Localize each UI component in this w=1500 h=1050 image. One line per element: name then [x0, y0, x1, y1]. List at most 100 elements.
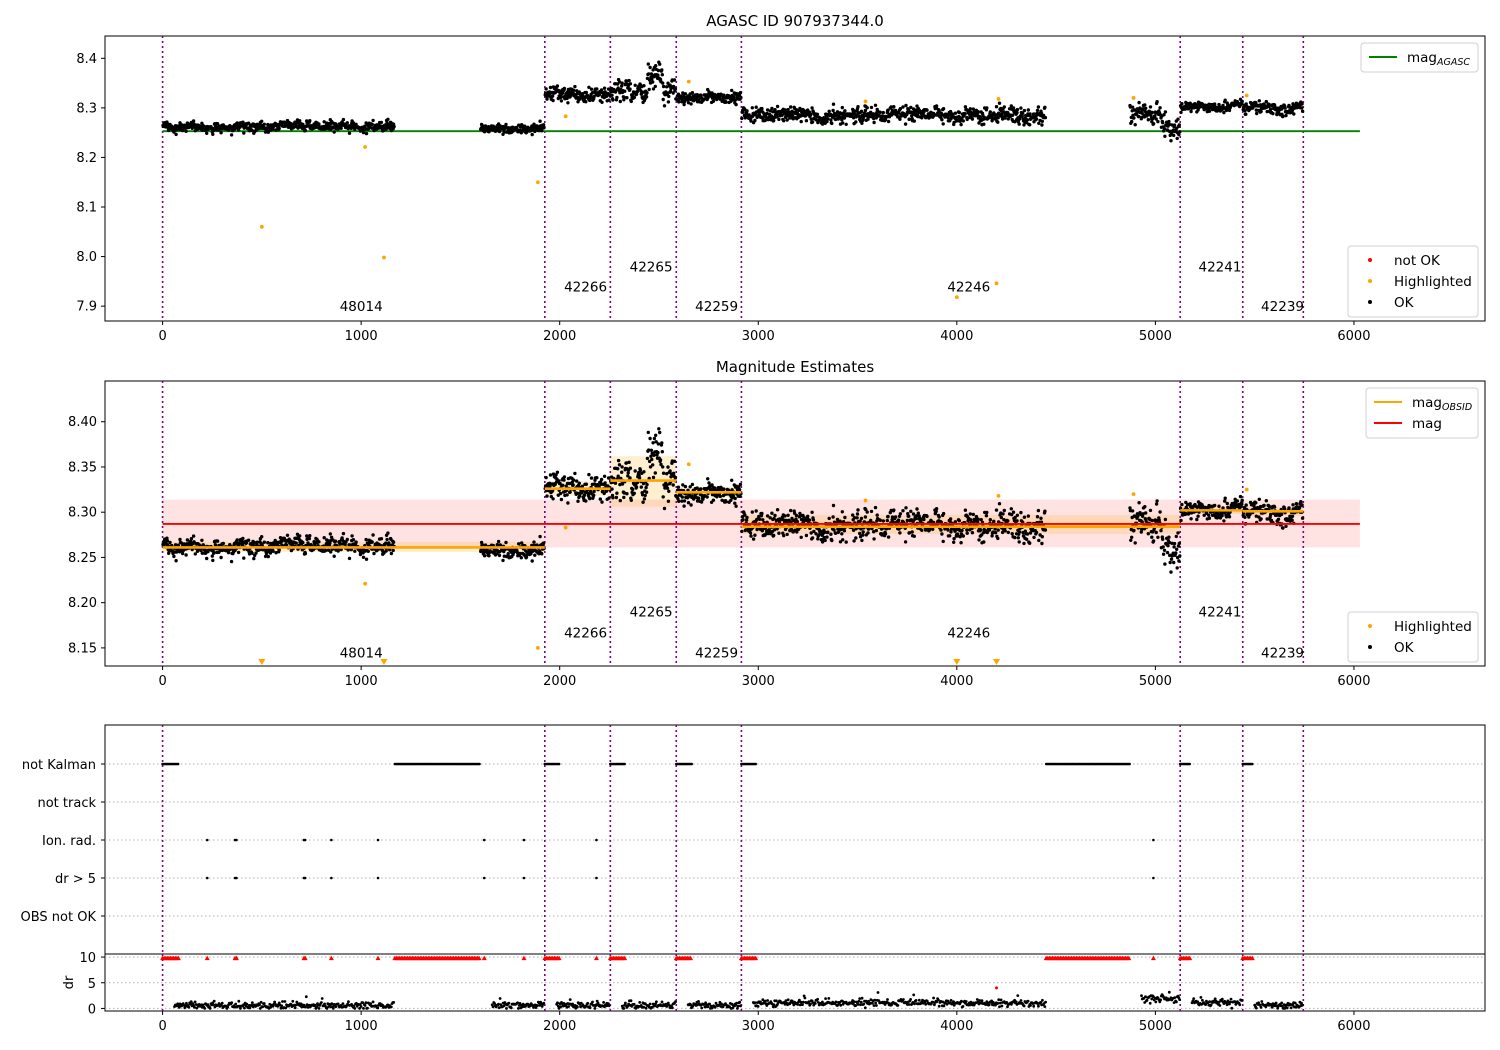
- ok-point: [173, 543, 178, 547]
- ok-point: [799, 535, 803, 539]
- ok-point: [1227, 515, 1232, 519]
- mid-ytick-label: 8.25: [68, 551, 97, 566]
- mid-legend-label: mag: [1412, 416, 1442, 432]
- ok-point: [934, 507, 939, 511]
- highlighted-point: [1131, 96, 1136, 100]
- ok-point: [580, 484, 584, 488]
- ok-point: [1022, 123, 1026, 127]
- ok-point: [940, 118, 944, 122]
- ok-point: [620, 84, 624, 88]
- ok-point: [545, 494, 549, 498]
- ok-point: [916, 511, 920, 515]
- ok-point: [517, 542, 521, 546]
- ok-point: [831, 108, 835, 113]
- top-xtick-label: 0: [158, 329, 166, 344]
- ok-point: [827, 516, 831, 521]
- dr-gt5-point: [522, 876, 526, 880]
- ok-point: [524, 555, 529, 559]
- ok-point: [994, 105, 999, 109]
- ok-point: [551, 98, 555, 103]
- ok-point: [1037, 121, 1041, 126]
- ok-point: [328, 532, 332, 536]
- ok-point: [308, 119, 312, 123]
- mid-obsid-label: 42246: [947, 626, 990, 642]
- ok-point: [1195, 517, 1199, 522]
- dr-point: [187, 1005, 191, 1009]
- dr-point: [258, 1007, 262, 1010]
- dr-xtick-label: 3000: [742, 1019, 775, 1034]
- ok-point: [1020, 114, 1024, 118]
- ok-point: [648, 436, 652, 441]
- ok-point: [1189, 517, 1193, 521]
- ok-point: [863, 515, 868, 519]
- ok-point: [741, 110, 745, 114]
- ok-point: [682, 504, 686, 508]
- ok-point: [996, 536, 1000, 541]
- ok-point: [372, 128, 376, 133]
- ok-point: [976, 520, 980, 524]
- mid-title: Magnitude Estimates: [716, 358, 874, 376]
- ok-point: [1016, 536, 1020, 540]
- dr-point: [250, 1001, 254, 1004]
- ok-point: [530, 132, 534, 137]
- ok-point: [760, 106, 764, 111]
- ok-point: [564, 484, 568, 488]
- ok-point: [628, 476, 632, 480]
- ok-point: [859, 516, 864, 521]
- ok-point: [830, 121, 834, 126]
- ok-point: [1222, 519, 1226, 523]
- ok-point: [666, 100, 671, 104]
- ok-point: [696, 496, 701, 500]
- ok-point: [611, 98, 615, 102]
- ok-point: [364, 537, 368, 542]
- ok-point: [874, 528, 878, 533]
- ok-point: [784, 518, 788, 523]
- ok-point: [1223, 98, 1227, 102]
- ok-point: [1009, 507, 1013, 511]
- highlighted-point: [863, 99, 868, 104]
- ok-point: [384, 549, 388, 553]
- ok-point: [988, 518, 992, 522]
- ok-point: [565, 96, 569, 101]
- ok-point: [615, 95, 619, 100]
- ok-point: [869, 110, 873, 115]
- ok-point: [965, 531, 969, 535]
- dr-point: [258, 1003, 261, 1007]
- ok-point: [644, 490, 649, 494]
- ok-point: [236, 550, 241, 555]
- ok-point: [354, 122, 358, 127]
- ok-point: [692, 497, 696, 501]
- ok-point: [948, 534, 952, 538]
- ok-point: [1175, 136, 1179, 141]
- ok-point: [1040, 541, 1044, 546]
- top-ytick-label: 8.1: [76, 201, 97, 216]
- ok-point: [864, 507, 868, 512]
- ok-point: [1137, 100, 1141, 105]
- ok-point: [206, 549, 210, 554]
- ok-point: [661, 97, 665, 102]
- ok-point: [1177, 541, 1182, 546]
- ok-point: [1294, 502, 1299, 506]
- ok-point: [317, 540, 321, 544]
- ok-point: [1225, 501, 1230, 506]
- ok-point: [886, 535, 891, 539]
- ok-point: [649, 448, 654, 452]
- ok-point: [834, 117, 838, 122]
- ok-point: [1150, 518, 1155, 523]
- ok-point: [661, 495, 665, 499]
- ok-point: [166, 543, 170, 547]
- ok-point: [661, 81, 665, 85]
- ok-point: [301, 540, 305, 545]
- ok-point: [333, 539, 338, 543]
- ok-point: [977, 538, 981, 542]
- ok-point: [629, 99, 633, 104]
- mid-obsid-label: 48014: [340, 645, 383, 661]
- ok-point: [730, 88, 734, 93]
- ok-point: [907, 117, 912, 121]
- ok-point: [982, 540, 986, 544]
- ok-point: [1022, 515, 1027, 519]
- ok-point: [1032, 535, 1036, 540]
- ok-point: [831, 515, 835, 519]
- top-legend-label: not OK: [1394, 253, 1441, 269]
